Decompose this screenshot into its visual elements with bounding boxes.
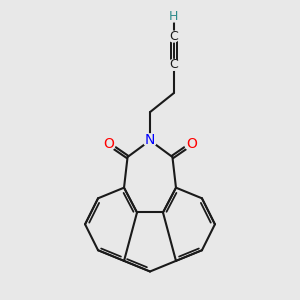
Text: H: H — [169, 10, 178, 23]
Text: O: O — [103, 137, 114, 151]
Circle shape — [185, 137, 198, 151]
Circle shape — [168, 31, 179, 42]
Text: C: C — [169, 58, 178, 71]
Circle shape — [102, 137, 115, 151]
Circle shape — [168, 59, 179, 70]
Text: C: C — [169, 30, 178, 43]
Text: N: N — [145, 134, 155, 148]
Circle shape — [143, 134, 157, 147]
Text: O: O — [186, 137, 197, 151]
Circle shape — [168, 11, 179, 22]
